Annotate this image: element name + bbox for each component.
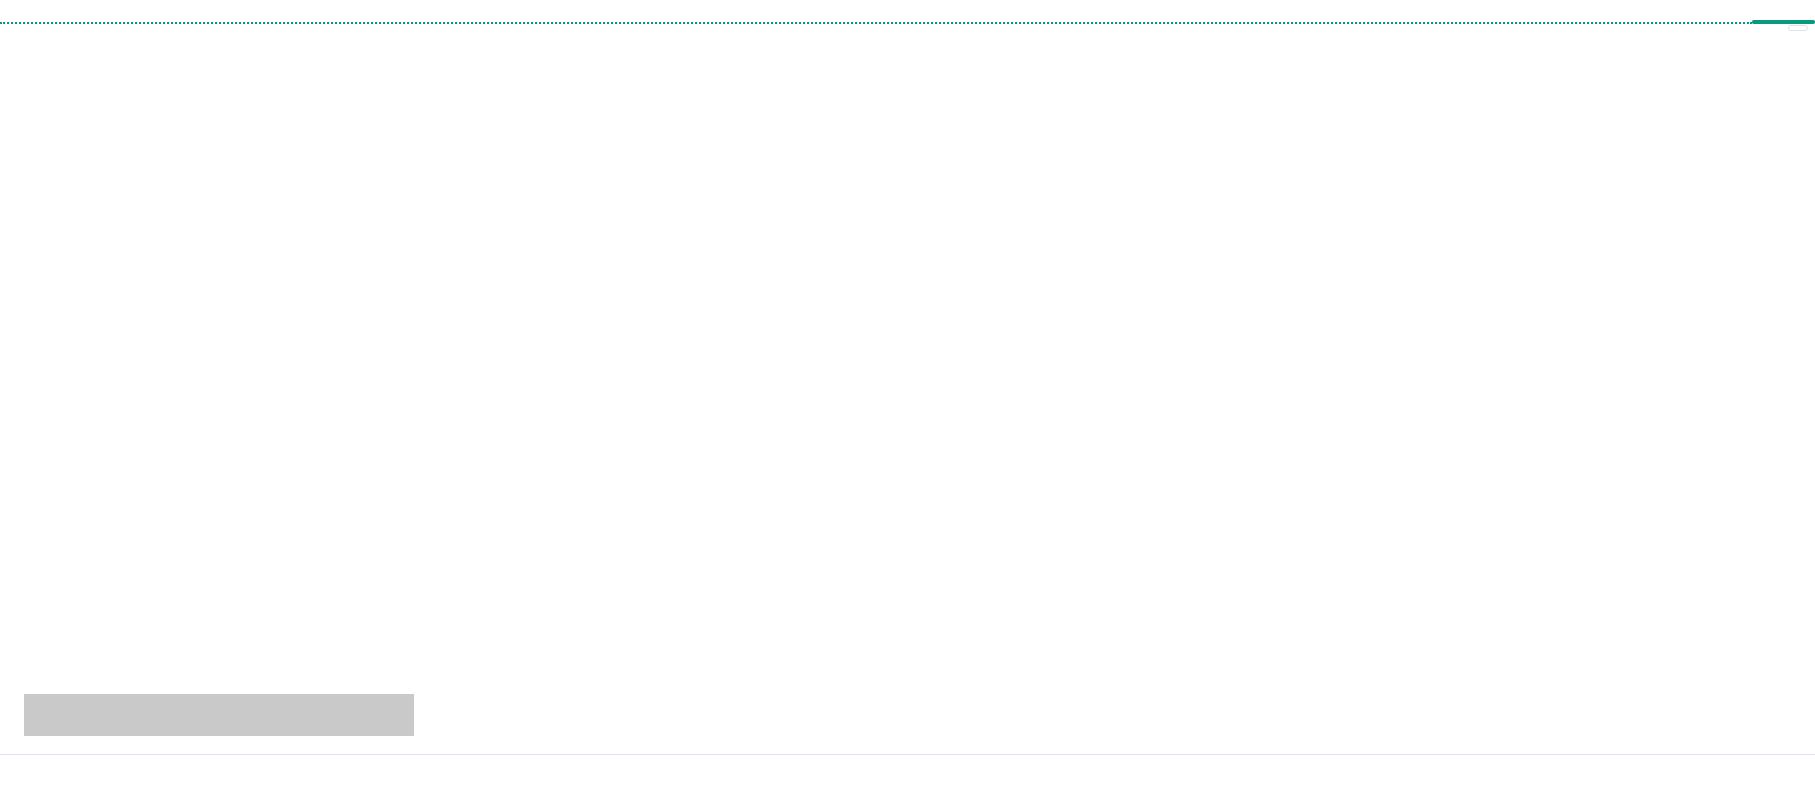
chart-title-banner — [24, 694, 414, 736]
last-price-line — [0, 22, 1752, 24]
last-price-badge — [1752, 20, 1815, 24]
currency-badge[interactable] — [1788, 25, 1808, 31]
time-axis[interactable] — [0, 754, 1815, 799]
chart-header — [0, 0, 1815, 22]
price-axis[interactable] — [1752, 20, 1815, 754]
chart-plot-area[interactable] — [0, 22, 1752, 754]
